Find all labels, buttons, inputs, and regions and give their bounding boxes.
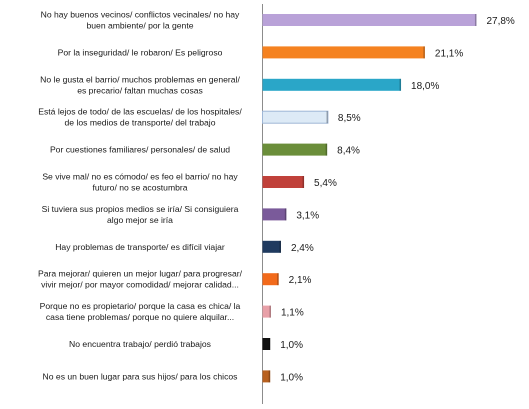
category-label: Hay problemas de transporte/ es difícil … [55, 242, 225, 252]
bar-edge [325, 143, 328, 156]
bar [262, 176, 305, 188]
bar [262, 338, 271, 350]
value-label: 3,1% [296, 210, 319, 221]
bar [262, 370, 271, 383]
category-label: No encuentra trabajo/ perdió trabajos [69, 339, 211, 349]
category-label-line: No es un buen lugar para sus hijos/ para… [43, 371, 238, 381]
bar-edge [277, 273, 279, 286]
bar-edge [268, 370, 271, 383]
category-label-line: algo mejor se iría [107, 215, 173, 225]
bar-edge [326, 111, 328, 124]
bar [262, 240, 281, 253]
category-labels: No hay buenos vecinos/ conflictos vecina… [38, 10, 243, 382]
category-label-line: Porque no es propietario/ porque la casa… [40, 301, 241, 311]
category-label-line: Para mejorar/ quieren un mejor lugar/ pa… [38, 269, 243, 279]
category-label-line: Por cuestiones familiares/ personales/ d… [50, 145, 230, 155]
category-label: Si tuviera sus propios medios se iría/ S… [42, 204, 239, 225]
bar [262, 273, 279, 286]
bar-edge [269, 305, 271, 318]
bar-edge [399, 78, 402, 91]
category-label: No es un buen lugar para sus hijos/ para… [43, 371, 238, 381]
bar [262, 110, 329, 124]
value-labels: 27,8% 21,1% 18,0% 8,5% 8,4% 5,4% 3,1% 2,4% 2,1% 1… [280, 16, 515, 383]
category-label: No le gusta el barrio/ muchos problemas … [40, 74, 240, 95]
value-label: 2,4% [291, 243, 314, 254]
value-label: 18,0% [411, 81, 439, 92]
value-label: 27,8% [486, 16, 514, 27]
bar [262, 208, 287, 221]
category-label-line: No encuentra trabajo/ perdió trabajos [69, 339, 211, 349]
category-label-line: futuro/ no se acostumbra [92, 183, 187, 193]
category-label: Por cuestiones familiares/ personales/ d… [50, 145, 230, 155]
bar-edge [302, 176, 305, 188]
category-label: Por la inseguridad/ le robaron/ Es pelig… [58, 47, 223, 57]
category-label: Se vive mal/ no es cómodo/ es feo el bar… [42, 172, 238, 193]
bar [262, 14, 477, 26]
bar-edge [423, 46, 425, 59]
bar-edge [268, 338, 271, 350]
bar [262, 78, 402, 91]
category-label-line: No le gusta el barrio/ muchos problemas … [40, 74, 240, 84]
value-label: 1,0% [280, 372, 303, 383]
category-label-line: de los medios de transporte/ del trabajo [65, 118, 216, 128]
category-label: Para mejorar/ quieren un mejor lugar/ pa… [38, 269, 243, 290]
bar [262, 143, 328, 156]
category-label-line: Se vive mal/ no es cómodo/ es feo el bar… [42, 172, 238, 182]
value-label: 1,1% [281, 308, 304, 319]
value-label: 8,4% [337, 146, 360, 157]
category-label-line: es precario/ faltan muchas cosas [77, 85, 203, 95]
category-label-line: Si tuviera sus propios medios se iría/ S… [42, 204, 239, 214]
value-label: 2,1% [289, 275, 312, 286]
value-label: 5,4% [314, 178, 337, 189]
bar [262, 305, 271, 318]
bar [262, 46, 425, 59]
value-label: 1,0% [280, 340, 303, 351]
value-label: 8,5% [338, 113, 361, 124]
category-label: Porque no es propietario/ porque la casa… [40, 301, 241, 322]
category-label-line: No hay buenos vecinos/ conflictos vecina… [41, 10, 240, 20]
category-label-line: Hay problemas de transporte/ es difícil … [55, 242, 225, 252]
bar-edge [279, 240, 281, 253]
bar-edge [474, 14, 477, 26]
category-label-line: buen ambiente/ por la gente [86, 21, 193, 31]
bars-group [262, 14, 477, 383]
category-label-line: vivir mejor/ por mayor comodidad/ mejora… [41, 280, 239, 290]
category-label: Está lejos de todo/ de las escuelas/ de … [38, 107, 242, 128]
value-label: 21,1% [435, 48, 463, 59]
category-label-line: Por la inseguridad/ le robaron/ Es pelig… [58, 47, 223, 57]
category-label-line: Está lejos de todo/ de las escuelas/ de … [38, 107, 242, 117]
bar-edge [284, 208, 287, 221]
category-label-line: casa tiene problemas/ porque no quiere a… [46, 312, 234, 322]
category-label: No hay buenos vecinos/ conflictos vecina… [41, 10, 240, 31]
